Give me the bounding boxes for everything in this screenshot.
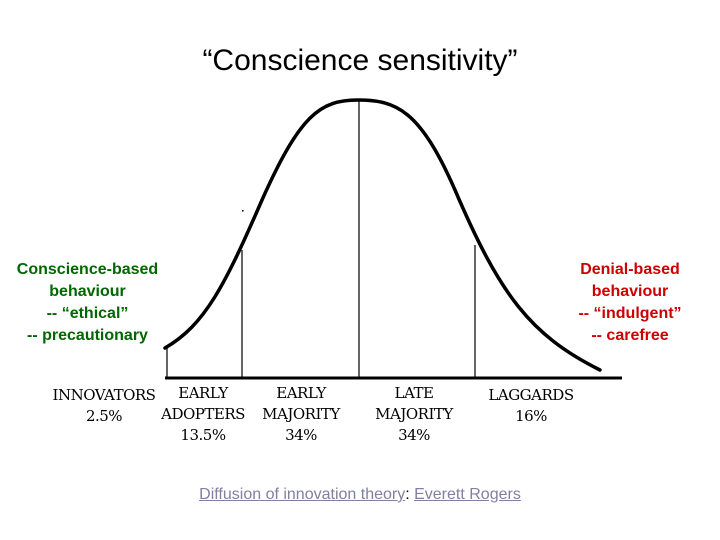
category-name: MAJORITY xyxy=(375,405,453,423)
everett-rogers-link[interactable]: Everett Rogers xyxy=(414,486,521,503)
category-name: INNOVATORS xyxy=(52,386,156,404)
source-caption: Diffusion of innovation theory: Everett … xyxy=(0,486,720,504)
diffusion-theory-link[interactable]: Diffusion of innovation theory xyxy=(199,486,406,503)
category-early-majority: EARLY MAJORITY 34% xyxy=(255,383,347,446)
bell-curve xyxy=(163,98,602,372)
right-label-line-3: -- “indulgent” xyxy=(578,305,682,322)
category-percent: 34% xyxy=(285,426,317,444)
denial-based-label: Denial-based behaviour -- “indulgent” --… xyxy=(540,259,720,347)
left-label-line-4: -- precautionary xyxy=(27,327,148,344)
category-percent: 16% xyxy=(515,407,547,425)
left-label-line-2: behaviour xyxy=(49,283,126,300)
right-label-line-2: behaviour xyxy=(591,283,669,300)
category-name: MAJORITY xyxy=(262,405,340,423)
category-innovators: INNOVATORS 2.5% xyxy=(50,385,158,427)
category-laggards: LAGGARDS 16% xyxy=(480,385,582,427)
right-label-line-4: -- carefree xyxy=(591,327,669,344)
category-name: EARLY xyxy=(178,384,228,402)
category-name: LAGGARDS xyxy=(488,386,574,404)
category-early-adopters: EARLY ADOPTERS 13.5% xyxy=(158,383,248,446)
category-percent: 34% xyxy=(398,426,430,444)
category-name: LATE xyxy=(394,384,434,402)
left-label-line-3: -- “ethical” xyxy=(46,305,129,322)
category-percent: 2.5% xyxy=(85,407,123,425)
left-label-line-1: Conscience-based xyxy=(16,261,159,278)
category-late-majority: LATE MAJORITY 34% xyxy=(368,383,460,446)
category-name: EARLY xyxy=(276,384,326,402)
category-percent: 13.5% xyxy=(180,426,226,444)
conscience-based-label: Conscience-based behaviour -- “ethical” … xyxy=(0,259,175,347)
page-title: “Conscience sensitivity” xyxy=(202,44,518,77)
category-name: ADOPTERS xyxy=(161,405,245,423)
right-label-line-1: Denial-based xyxy=(580,261,680,278)
caption-separator: : xyxy=(405,486,415,503)
stray-dot xyxy=(242,210,244,212)
